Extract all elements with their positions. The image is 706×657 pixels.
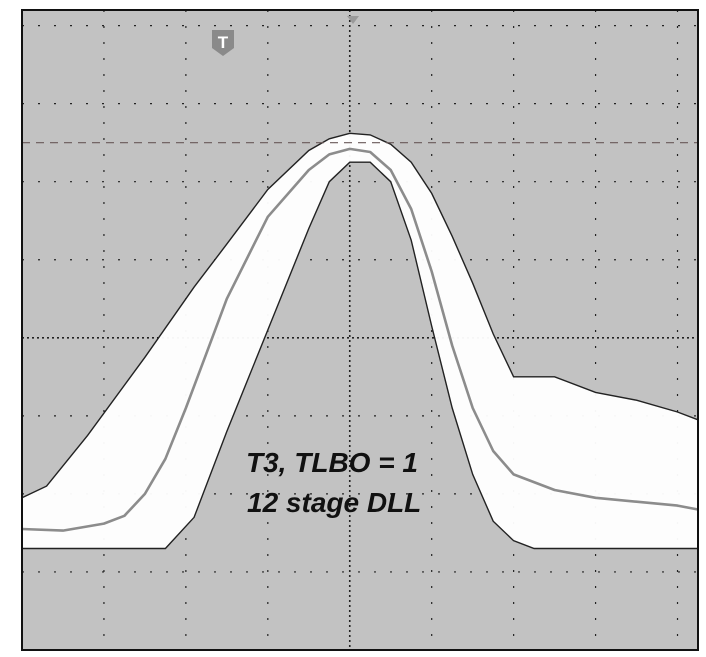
mask-region [22, 133, 698, 549]
plot-background [22, 10, 698, 650]
mask-upper-edge [21, 132, 699, 499]
series-line-0 [21, 147, 699, 532]
mask-lower-edge [22, 161, 698, 550]
plot-border [21, 9, 699, 651]
annotation-line-1: T3, TLBO = 1 [246, 447, 418, 478]
annotation-line-2: 12 stage DLL [247, 487, 421, 518]
series-layer [21, 147, 699, 532]
trigger-position-marker [347, 16, 359, 24]
trigger-marker-label: T [218, 33, 229, 52]
trigger-marker: T [212, 30, 234, 56]
